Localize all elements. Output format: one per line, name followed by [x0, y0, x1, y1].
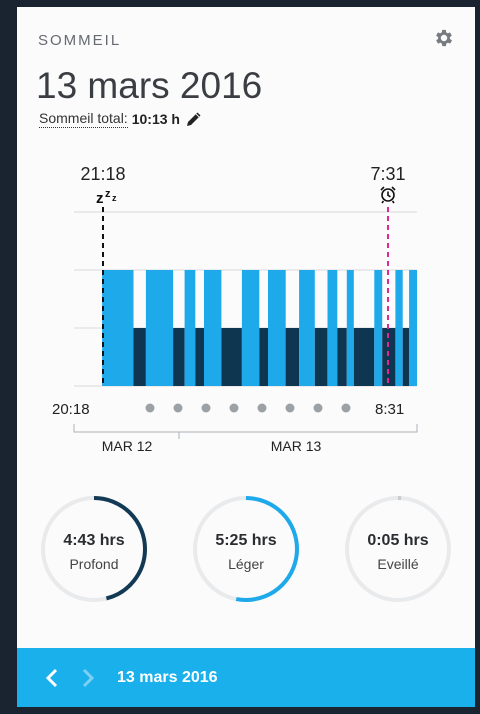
light-sleep-ring[interactable]: 5:25 hrs Léger [191, 494, 301, 604]
sleep-segment-light [204, 270, 222, 386]
total-sleep-row: Sommeil total: 10:13 h [39, 108, 202, 130]
sleep-segment-deep [382, 328, 396, 386]
deep-sleep-ring[interactable]: 4:43 hrs Profond [39, 494, 149, 604]
gear-icon[interactable] [433, 27, 455, 49]
sleep-segment-light [395, 270, 403, 386]
sleep-segment-light [145, 270, 174, 386]
app-title: SOMMEIL [38, 32, 122, 49]
day-bracket [73, 424, 418, 433]
hour-dot[interactable] [257, 403, 267, 413]
day-label-2: MAR 13 [271, 438, 322, 454]
deep-sleep-label: Profond [69, 556, 119, 572]
sleep-segment-deep [337, 328, 347, 386]
sleep-segment-deep [285, 328, 300, 386]
pencil-icon[interactable] [186, 111, 202, 127]
svg-text:z: z [105, 188, 111, 200]
sleep-segment-light [327, 270, 338, 386]
sleep-segment-deep [195, 328, 204, 386]
sleep-segment-light [299, 270, 315, 386]
sleep-segments [102, 270, 417, 386]
sleep-segment-deep [402, 328, 410, 386]
sleep-segment-light [268, 270, 286, 386]
sleep-start-time: 21:18 [80, 164, 125, 184]
hour-dot[interactable] [145, 403, 155, 413]
wake-time: 7:31 [370, 164, 405, 184]
axis-end-label: 8:31 [375, 401, 404, 418]
sleep-segment-light [409, 270, 417, 386]
page-title: 13 mars 2016 [36, 65, 263, 106]
hour-dot[interactable] [285, 403, 295, 413]
light-sleep-value: 5:25 hrs [215, 532, 277, 549]
deep-sleep-value: 4:43 hrs [63, 532, 125, 549]
awake-ring[interactable]: 0:05 hrs Eveillé [343, 494, 453, 604]
sleep-segment-light [346, 270, 354, 386]
sleep-segment-deep [259, 328, 268, 386]
light-sleep-label: Léger [228, 556, 264, 572]
sleep-segment-light [241, 270, 260, 386]
alarm-clock-icon [380, 186, 396, 204]
svg-text:z: z [112, 193, 117, 203]
hour-dot[interactable] [229, 403, 239, 413]
total-sleep-value: 10:13 h [131, 111, 180, 127]
total-sleep-label[interactable]: Sommeil total: [39, 110, 128, 128]
ring-progress-arc [41, 496, 147, 602]
awake-value: 0:05 hrs [367, 532, 429, 549]
hour-dot[interactable] [201, 403, 211, 413]
sleep-segment-deep [353, 328, 375, 386]
svg-text:z: z [96, 190, 104, 207]
day-label-1: MAR 12 [102, 438, 153, 454]
sleep-segment-deep [133, 328, 146, 386]
chevron-right-icon[interactable] [77, 666, 99, 690]
sleep-segment-light [102, 270, 134, 386]
ring-progress-arc [193, 496, 299, 602]
hour-dot[interactable] [173, 403, 183, 413]
sleep-chart: 21:18 7:31 z z z 20:18 8:31 MAR 12 MAR 1… [52, 164, 418, 454]
chevron-left-icon[interactable] [41, 666, 63, 690]
sleep-segment-light [374, 270, 383, 386]
sleep-segment-light [184, 270, 196, 386]
axis-start-label: 20:18 [52, 401, 90, 418]
awake-label: Eveillé [377, 556, 419, 572]
sleep-segment-deep [221, 328, 242, 386]
hour-dot[interactable] [313, 403, 323, 413]
hour-dot[interactable] [341, 403, 351, 413]
ring-progress-arc [345, 496, 451, 602]
sleep-segment-deep [173, 328, 185, 386]
hour-dots [145, 403, 351, 413]
sleep-card: SOMMEIL 13 mars 2016 Sommeil total: 10:1… [17, 7, 475, 707]
footer-date: 13 mars 2016 [117, 669, 218, 686]
zzz-icon: z z z [96, 188, 117, 207]
date-nav-bar: 13 mars 2016 [17, 648, 475, 707]
sleep-segment-deep [314, 328, 328, 386]
